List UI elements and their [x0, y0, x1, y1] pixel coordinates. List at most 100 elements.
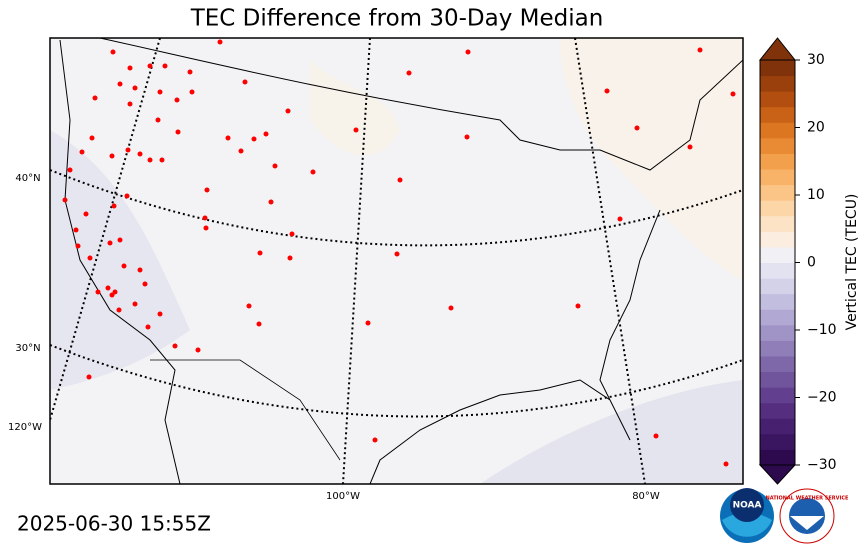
station — [95, 289, 101, 295]
colorbar-tick-label: 0 — [807, 255, 816, 271]
colorbar: −30 −20 −10 0 10 20 30 — [758, 37, 837, 485]
noaa-logo: NOAA — [720, 488, 774, 543]
station — [110, 49, 116, 55]
station — [697, 47, 703, 53]
colorbar-tick-label: −20 — [807, 390, 837, 406]
station — [256, 321, 262, 327]
colorbar-band — [760, 153, 795, 170]
colorbar-band — [760, 371, 795, 388]
border — [99, 38, 743, 171]
station — [127, 65, 133, 71]
station — [397, 177, 403, 183]
station — [145, 324, 151, 330]
station — [251, 136, 257, 142]
station — [187, 69, 193, 75]
colorbar-band — [760, 215, 795, 232]
station — [109, 153, 115, 159]
station — [155, 117, 161, 123]
colorbar-band — [760, 278, 795, 295]
colorbar-band — [760, 418, 795, 435]
station — [225, 135, 231, 141]
colorbar-band — [760, 169, 795, 186]
station — [174, 97, 180, 103]
colorbar-band — [760, 449, 795, 466]
lon-label: 120°W — [8, 422, 42, 433]
station — [132, 301, 138, 307]
colorbar-tick-label: −10 — [807, 322, 837, 338]
station — [604, 88, 610, 94]
station — [83, 211, 89, 217]
lon-label: 100°W — [326, 491, 360, 502]
station — [372, 437, 378, 443]
colorbar-band — [760, 106, 795, 123]
station — [117, 81, 123, 87]
station — [117, 237, 123, 243]
station — [105, 285, 111, 291]
colorbar-band — [760, 75, 795, 92]
station — [172, 343, 178, 349]
station — [127, 101, 133, 107]
nws-logo: NATIONAL WEATHER SERVICE — [766, 488, 849, 544]
tec-field — [310, 60, 400, 156]
station — [406, 70, 412, 76]
graticule — [574, 38, 646, 484]
colorbar-band — [760, 309, 795, 326]
colorbar-band — [760, 137, 795, 154]
station — [159, 157, 165, 163]
station — [189, 89, 195, 95]
station — [124, 193, 130, 199]
station — [634, 125, 640, 131]
station — [464, 134, 470, 140]
station — [285, 108, 291, 114]
station — [157, 311, 163, 317]
station — [242, 79, 248, 85]
colorbar-tick-label: −30 — [807, 457, 837, 473]
station — [217, 39, 223, 45]
station — [107, 240, 113, 246]
border — [150, 359, 341, 461]
colorbar-band — [760, 200, 795, 217]
station — [263, 131, 269, 137]
map — [50, 38, 743, 484]
station — [137, 151, 143, 157]
colorbar-band — [760, 433, 795, 450]
colorbar-band — [760, 60, 795, 77]
station — [575, 303, 581, 309]
station — [89, 135, 95, 141]
station — [465, 49, 471, 55]
station — [121, 263, 127, 269]
colorbar-band — [760, 231, 795, 248]
station — [116, 307, 122, 313]
title: TEC Difference from 30-Day Median — [190, 6, 604, 32]
station — [87, 255, 93, 261]
station — [111, 203, 117, 209]
tec-field — [50, 130, 190, 390]
graticule — [50, 344, 743, 418]
lat-label: 30°N — [15, 343, 40, 354]
tec-field — [560, 38, 743, 280]
station — [147, 157, 153, 163]
colorbar-band — [760, 293, 795, 310]
station — [723, 461, 729, 467]
station — [653, 433, 659, 439]
station — [67, 167, 73, 173]
logo-text: NOAA — [733, 501, 762, 511]
station — [162, 63, 168, 69]
stations — [62, 39, 736, 467]
graticule — [50, 169, 743, 247]
station — [79, 149, 85, 155]
station — [257, 250, 263, 256]
station — [147, 63, 153, 69]
colorbar-band — [760, 262, 795, 279]
colorbar-band — [760, 340, 795, 357]
colorbar-band — [760, 246, 795, 263]
station — [448, 305, 454, 311]
colorbar-tick-label: 30 — [807, 52, 825, 68]
station — [92, 95, 98, 101]
colorbar-extend — [758, 464, 797, 485]
map-frame — [49, 37, 744, 485]
colorbar-band — [760, 355, 795, 373]
graticule — [50, 38, 161, 421]
station — [310, 169, 316, 175]
